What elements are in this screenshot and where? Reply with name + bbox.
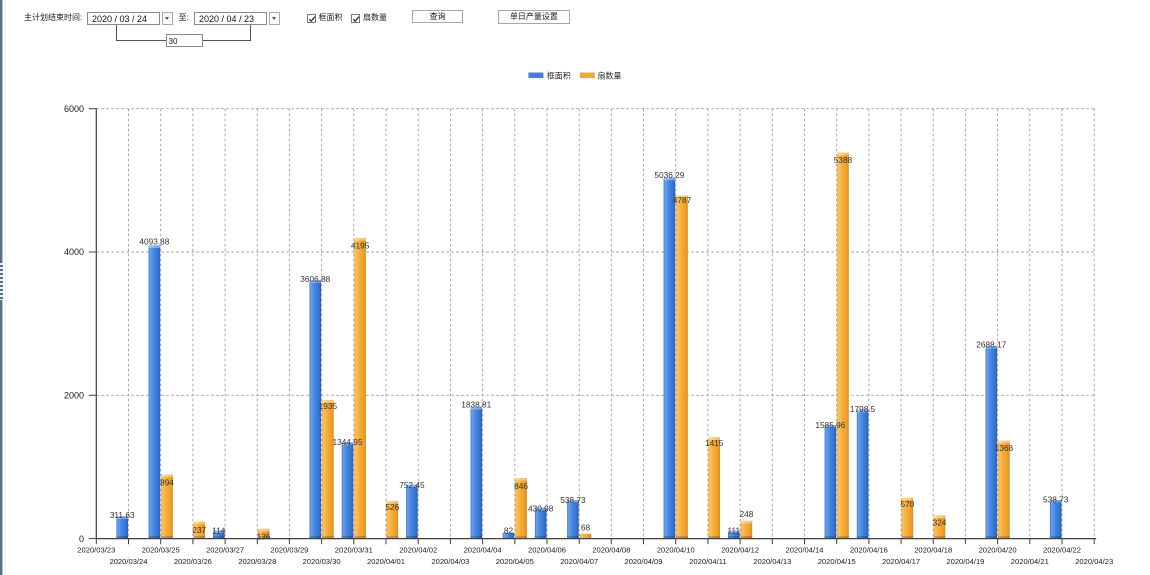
svg-text:2020/03/26: 2020/03/26	[174, 557, 212, 566]
svg-text:2020/04/21: 2020/04/21	[1011, 557, 1049, 566]
svg-text:2020/04/20: 2020/04/20	[979, 546, 1017, 555]
svg-text:2020/03/31: 2020/03/31	[335, 546, 373, 555]
svg-text:2020/04/06: 2020/04/06	[528, 546, 566, 555]
svg-text:2020/04/15: 2020/04/15	[818, 557, 856, 566]
svg-text:430.98: 430.98	[528, 504, 554, 514]
svg-text:2020/04/14: 2020/04/14	[785, 546, 823, 555]
svg-text:526: 526	[385, 502, 399, 512]
svg-text:1415: 1415	[705, 438, 724, 448]
svg-text:570: 570	[900, 499, 914, 509]
svg-text:538.73: 538.73	[1043, 494, 1069, 504]
svg-text:4195: 4195	[351, 240, 370, 250]
svg-text:846: 846	[514, 481, 528, 491]
svg-text:2020/04/16: 2020/04/16	[850, 546, 888, 555]
svg-text:324: 324	[933, 517, 947, 527]
svg-text:114: 114	[212, 526, 226, 536]
svg-text:2000: 2000	[64, 391, 84, 401]
svg-text:4000: 4000	[64, 247, 84, 257]
svg-text:2020/04/05: 2020/04/05	[496, 557, 534, 566]
svg-text:2020/04/10: 2020/04/10	[657, 546, 695, 555]
svg-text:752.45: 752.45	[399, 480, 425, 490]
svg-text:2020/04/03: 2020/04/03	[431, 557, 469, 566]
svg-text:2020/03/25: 2020/03/25	[142, 546, 180, 555]
svg-text:2688.17: 2688.17	[976, 339, 1006, 349]
svg-text:2020/04/02: 2020/04/02	[399, 546, 437, 555]
svg-text:136: 136	[257, 531, 271, 541]
svg-text:2020/03/29: 2020/03/29	[270, 546, 308, 555]
svg-text:1368: 1368	[995, 443, 1014, 453]
svg-text:2020/04/07: 2020/04/07	[560, 557, 598, 566]
svg-text:2020/04/18: 2020/04/18	[914, 546, 952, 555]
svg-text:2020/04/08: 2020/04/08	[592, 546, 630, 555]
svg-text:2020/03/27: 2020/03/27	[206, 546, 244, 555]
svg-text:5388: 5388	[834, 155, 853, 165]
svg-text:2020/04/12: 2020/04/12	[721, 546, 759, 555]
svg-text:4093.88: 4093.88	[139, 236, 169, 246]
svg-text:扇数量: 扇数量	[598, 70, 622, 80]
svg-text:1344.95: 1344.95	[333, 437, 363, 447]
svg-text:2020/03/30: 2020/03/30	[303, 557, 341, 566]
svg-text:2020/04/09: 2020/04/09	[624, 557, 662, 566]
svg-text:1935: 1935	[319, 401, 338, 411]
svg-text:894: 894	[160, 477, 174, 487]
svg-text:1838.81: 1838.81	[461, 399, 491, 409]
svg-text:框面积: 框面积	[547, 70, 571, 80]
svg-text:2020/04/11: 2020/04/11	[689, 557, 726, 566]
svg-text:237: 237	[192, 525, 206, 535]
svg-text:0: 0	[79, 534, 84, 544]
svg-text:2020/04/23: 2020/04/23	[1075, 557, 1113, 566]
svg-text:5036.29: 5036.29	[654, 170, 684, 180]
svg-text:2020/04/01: 2020/04/01	[367, 557, 405, 566]
svg-text:2020/04/22: 2020/04/22	[1043, 546, 1081, 555]
svg-text:2020/03/23: 2020/03/23	[77, 546, 115, 555]
svg-text:2020/04/17: 2020/04/17	[882, 557, 920, 566]
svg-text:2020/03/24: 2020/03/24	[109, 557, 147, 566]
svg-text:1585.96: 1585.96	[815, 420, 845, 430]
svg-text:82: 82	[504, 526, 514, 536]
svg-text:2020/03/28: 2020/03/28	[238, 557, 276, 566]
svg-text:111: 111	[727, 525, 740, 535]
svg-text:3606.88: 3606.88	[300, 274, 330, 284]
svg-text:538.73: 538.73	[560, 495, 586, 505]
svg-text:68: 68	[581, 523, 591, 533]
svg-text:311.63: 311.63	[110, 510, 135, 520]
svg-text:2020/04/19: 2020/04/19	[946, 557, 984, 566]
svg-text:1798.5: 1798.5	[850, 404, 876, 414]
svg-text:4787: 4787	[673, 195, 692, 205]
svg-text:6000: 6000	[64, 104, 84, 114]
svg-text:2020/04/04: 2020/04/04	[464, 546, 502, 555]
svg-text:248: 248	[739, 509, 753, 519]
svg-text:2020/04/13: 2020/04/13	[753, 557, 791, 566]
